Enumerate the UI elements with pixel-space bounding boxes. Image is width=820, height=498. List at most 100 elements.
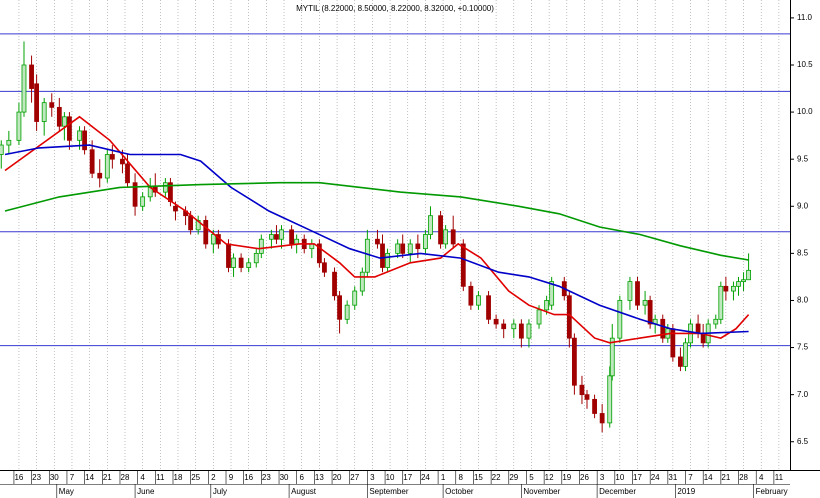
candle-body bbox=[460, 243, 466, 287]
y-tick-label: 11.0 bbox=[797, 13, 813, 22]
candle-body bbox=[526, 323, 532, 339]
candle-body bbox=[544, 300, 550, 311]
candle-body bbox=[443, 229, 449, 245]
candle-body bbox=[289, 229, 295, 245]
x-tick-label: 4 bbox=[140, 473, 145, 482]
x-tick-label: 30 bbox=[280, 473, 289, 482]
y-tick-label: 9.0 bbox=[797, 201, 809, 210]
x-tick-label: 21 bbox=[103, 473, 112, 482]
month-label: September bbox=[369, 487, 408, 496]
candle-body bbox=[683, 342, 688, 367]
x-tick-label: 9 bbox=[229, 473, 234, 482]
candle-body bbox=[536, 309, 542, 325]
y-tick-label: 7.0 bbox=[797, 390, 809, 399]
candle-body bbox=[359, 271, 365, 292]
candle-body bbox=[322, 262, 327, 273]
candle-body bbox=[269, 234, 274, 240]
moving-average-line bbox=[4, 181, 749, 261]
x-tick-label: 1 bbox=[441, 473, 446, 482]
x-tick-label: 15 bbox=[474, 473, 483, 482]
y-tick-label: 8.5 bbox=[797, 248, 809, 257]
x-tick-label: 17 bbox=[633, 473, 642, 482]
x-tick-label: 8 bbox=[459, 473, 464, 482]
candle-body bbox=[617, 300, 623, 339]
candle-body bbox=[34, 83, 40, 122]
candle-body bbox=[173, 205, 178, 212]
month-label: June bbox=[137, 487, 155, 496]
candle-body bbox=[607, 375, 613, 424]
x-tick-label: 4 bbox=[759, 473, 764, 482]
candle-body bbox=[120, 158, 125, 165]
x-tick-label: 28 bbox=[121, 473, 130, 482]
x-tick-label: 17 bbox=[403, 473, 412, 482]
candle-body bbox=[97, 172, 103, 179]
candle-body bbox=[125, 163, 130, 184]
y-tick-label: 6.5 bbox=[797, 437, 809, 446]
candle-body bbox=[501, 323, 507, 330]
candle-body bbox=[109, 154, 115, 160]
candle-body bbox=[29, 64, 34, 89]
x-tick-label: 3 bbox=[600, 473, 605, 482]
x-tick-label: 29 bbox=[509, 473, 518, 482]
candle-body bbox=[713, 318, 719, 325]
candle-body bbox=[253, 252, 259, 264]
candle-body bbox=[718, 285, 724, 320]
candle-body bbox=[226, 243, 231, 268]
candle-body bbox=[627, 281, 633, 301]
candle-body bbox=[332, 271, 337, 297]
candle-body bbox=[162, 182, 168, 193]
candle-body bbox=[609, 337, 615, 377]
x-tick-label: 7 bbox=[70, 473, 75, 482]
x-tick-label: 28 bbox=[739, 473, 748, 482]
candle-body bbox=[395, 243, 401, 254]
y-tick-label: 8.0 bbox=[797, 296, 809, 305]
candle-body bbox=[511, 323, 517, 330]
x-tick-label: 12 bbox=[545, 473, 554, 482]
candle-body bbox=[89, 149, 95, 174]
candle-body bbox=[49, 102, 55, 108]
candle-body bbox=[731, 285, 736, 292]
x-tick-label: 22 bbox=[492, 473, 501, 482]
x-tick-label: 23 bbox=[32, 473, 41, 482]
x-tick-label: 14 bbox=[85, 473, 94, 482]
x-tick-label: 6 bbox=[299, 473, 304, 482]
candle-body bbox=[599, 413, 605, 424]
candle-body bbox=[41, 102, 47, 122]
candle-body bbox=[660, 318, 666, 339]
x-tick-label: 11 bbox=[775, 473, 784, 482]
candle-body bbox=[279, 229, 284, 240]
candle-body bbox=[61, 116, 67, 127]
month-label: July bbox=[213, 487, 227, 496]
candle-body bbox=[385, 252, 390, 268]
candle-body bbox=[493, 318, 499, 325]
month-label: December bbox=[599, 487, 636, 496]
candle-body bbox=[400, 243, 406, 254]
candle-body bbox=[316, 243, 322, 264]
candle-body bbox=[344, 304, 350, 320]
candle-body bbox=[132, 182, 138, 207]
candle-body bbox=[642, 300, 648, 306]
candle-body bbox=[77, 130, 82, 141]
candle-body bbox=[380, 243, 385, 268]
month-label: February bbox=[756, 487, 788, 496]
x-tick-label: 10 bbox=[615, 473, 624, 482]
month-label: 2019 bbox=[677, 487, 695, 496]
candle-body bbox=[486, 295, 491, 320]
x-tick-label: 31 bbox=[668, 473, 677, 482]
candle-body bbox=[635, 281, 640, 306]
candle-body bbox=[140, 196, 146, 207]
candle-body bbox=[584, 394, 590, 400]
candle-body bbox=[518, 323, 524, 339]
month-label: October bbox=[445, 487, 474, 496]
candle-body bbox=[21, 64, 27, 113]
x-tick-label: 13 bbox=[315, 473, 324, 482]
candle-body bbox=[375, 238, 380, 245]
x-tick-label: 16 bbox=[14, 473, 23, 482]
chart-title: MYTIL (8.22000, 8.50000, 8.22000, 8.3200… bbox=[296, 4, 494, 13]
candle-body bbox=[67, 116, 72, 141]
x-tick-label: 25 bbox=[191, 473, 200, 482]
x-tick-label: 20 bbox=[333, 473, 342, 482]
x-tick-label: 11 bbox=[156, 473, 165, 482]
